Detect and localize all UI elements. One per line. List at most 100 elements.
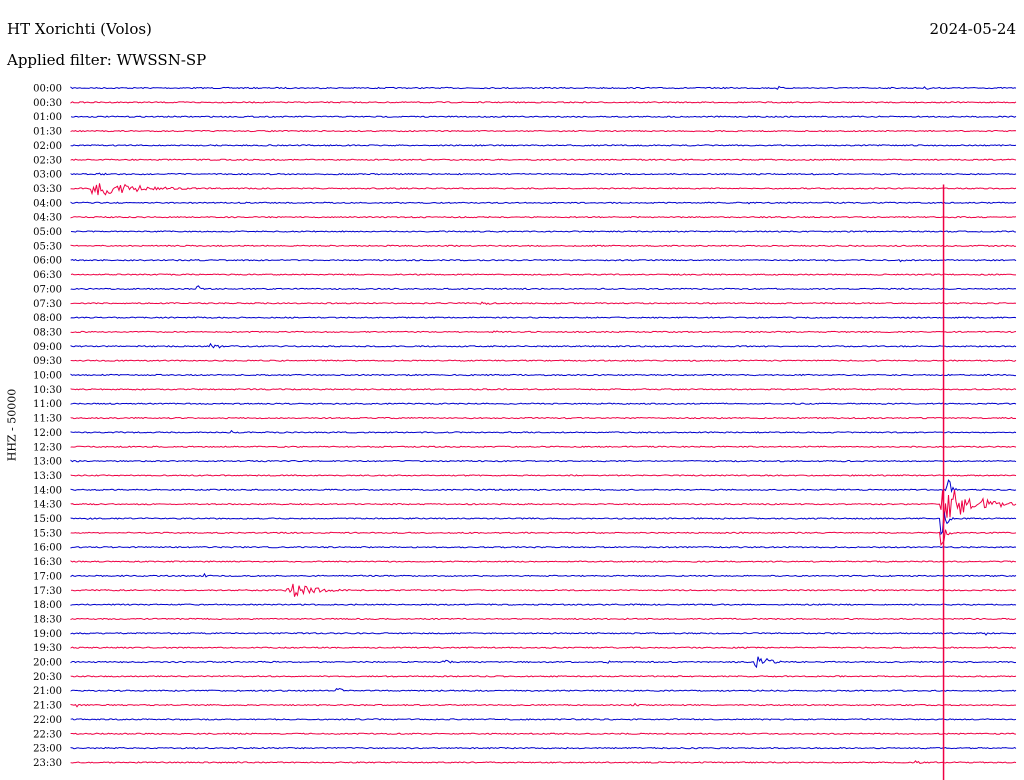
time-tick-label: 05:00	[33, 227, 62, 238]
time-tick-label: 16:30	[33, 557, 62, 568]
time-tick-label: 18:30	[33, 614, 62, 625]
trace-line	[70, 115, 1017, 118]
time-tick-label: 15:00	[33, 514, 62, 525]
time-tick-label: 08:00	[33, 313, 62, 324]
trace-line	[70, 560, 1017, 563]
time-tick-label: 03:30	[33, 184, 62, 195]
time-tick-label: 21:30	[33, 701, 62, 712]
trace-line	[70, 230, 1017, 233]
trace-line	[70, 201, 1017, 205]
time-tick-label: 05:30	[33, 241, 62, 252]
trace-line	[70, 285, 1017, 291]
trace-line	[70, 273, 1016, 276]
trace-line	[70, 675, 1017, 678]
trace-line	[70, 101, 1017, 104]
trace-line	[70, 687, 1017, 692]
station-title: HT Xorichti (Volos)	[7, 20, 152, 38]
trace-line	[70, 445, 1017, 448]
trace-line	[70, 529, 1017, 546]
time-tick-label: 11:30	[33, 414, 62, 425]
time-tick-label: 18:00	[33, 600, 62, 611]
trace-line	[70, 511, 1017, 536]
time-tick-label: 07:30	[33, 299, 62, 310]
trace-line	[70, 330, 1017, 334]
trace-line	[70, 388, 1017, 391]
trace-line	[70, 718, 1017, 721]
time-tick-label: 04:30	[33, 213, 62, 224]
trace-line	[70, 85, 1017, 90]
trace-line	[70, 402, 1017, 405]
trace-line	[70, 646, 1017, 649]
trace-line	[70, 301, 1017, 305]
time-tick-label: 13:30	[33, 471, 62, 482]
trace-line	[70, 316, 1017, 319]
trace-line	[70, 144, 1017, 147]
time-tick-label: 23:30	[33, 758, 62, 769]
time-tick-label: 10:00	[33, 371, 62, 382]
time-tick-label: 12:00	[33, 428, 62, 439]
trace-line	[70, 572, 1017, 578]
trace-line	[70, 760, 1017, 764]
trace-line	[70, 429, 1017, 434]
trace-line	[70, 656, 1017, 669]
time-tick-label: 23:00	[33, 744, 62, 755]
time-tick-label: 01:30	[33, 127, 62, 138]
trace-line	[70, 617, 1017, 621]
time-tick-label: 19:30	[33, 643, 62, 654]
trace-line	[70, 158, 1017, 161]
time-tick-label: 06:30	[33, 270, 62, 281]
trace-line	[70, 359, 1017, 362]
time-tick-label: 20:30	[33, 672, 62, 683]
trace-line	[70, 416, 1017, 420]
time-tick-label: 06:00	[33, 256, 62, 267]
trace-line	[70, 746, 1017, 750]
trace-line	[70, 702, 1016, 708]
time-tick-label: 07:00	[33, 284, 62, 295]
trace-line	[70, 583, 1017, 597]
time-tick-label: 01:00	[33, 112, 62, 123]
trace-line	[70, 632, 1017, 636]
trace-line	[70, 474, 1017, 477]
time-tick-label: 03:00	[33, 170, 62, 181]
time-tick-label: 00:00	[33, 84, 62, 95]
time-tick-label: 02:30	[33, 155, 62, 166]
time-tick-label: 12:30	[33, 442, 62, 453]
trace-line	[70, 129, 1017, 133]
trace-line	[70, 244, 1017, 248]
trace-line	[70, 603, 1017, 606]
time-tick-label: 17:00	[33, 571, 62, 582]
trace-line	[70, 545, 1017, 549]
time-tick-label: 11:00	[33, 399, 62, 410]
time-tick-label: 15:30	[33, 528, 62, 539]
time-tick-label: 21:00	[33, 686, 62, 697]
time-tick-label: 20:00	[33, 658, 62, 669]
trace-line	[70, 342, 1017, 349]
time-tick-label: 13:00	[33, 457, 62, 468]
trace-line	[70, 172, 1017, 176]
time-tick-label: 00:30	[33, 98, 62, 109]
filter-label: Applied filter: WWSSN-SP	[7, 51, 207, 69]
time-tick-label: 19:00	[33, 629, 62, 640]
time-tick-label: 14:30	[33, 500, 62, 511]
time-tick-label: 02:00	[33, 141, 62, 152]
date-label: 2024-05-24	[929, 20, 1016, 38]
trace-line	[70, 373, 1016, 377]
time-tick-label: 22:30	[33, 729, 62, 740]
trace-line	[70, 459, 1017, 463]
time-tick-label: 14:00	[33, 485, 62, 496]
trace-line	[70, 732, 1017, 735]
time-tick-label: 08:30	[33, 327, 62, 338]
time-tick-label: 04:00	[33, 198, 62, 209]
time-tick-label: 16:00	[33, 543, 62, 554]
trace-line	[70, 479, 1017, 494]
time-tick-label: 09:30	[33, 356, 62, 367]
time-tick-label: 17:30	[33, 586, 62, 597]
trace-line	[70, 215, 1017, 219]
trace-line	[70, 489, 1017, 524]
trace-line	[70, 183, 1017, 196]
time-tick-label: 09:00	[33, 342, 62, 353]
time-tick-label: 10:30	[33, 385, 62, 396]
trace-line	[70, 258, 1017, 263]
time-tick-label: 22:00	[33, 715, 62, 726]
